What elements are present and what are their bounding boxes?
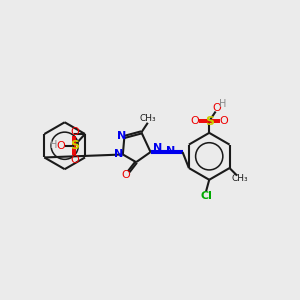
Text: H: H [219,99,227,109]
Text: N: N [153,143,163,153]
Text: N: N [116,131,126,141]
Text: N: N [114,149,124,160]
Text: CH₃: CH₃ [140,114,156,123]
Text: O: O [121,170,130,180]
Text: O: O [212,103,221,113]
Text: CH₃: CH₃ [231,174,248,183]
Text: O: O [70,154,79,165]
Text: O: O [190,116,199,126]
Text: N: N [166,146,176,156]
Text: O: O [56,141,65,151]
Text: S: S [70,139,79,152]
Text: H: H [50,140,57,150]
Text: Cl: Cl [200,191,212,201]
Text: O: O [70,127,79,137]
Text: O: O [220,116,229,126]
Text: S: S [205,115,214,128]
